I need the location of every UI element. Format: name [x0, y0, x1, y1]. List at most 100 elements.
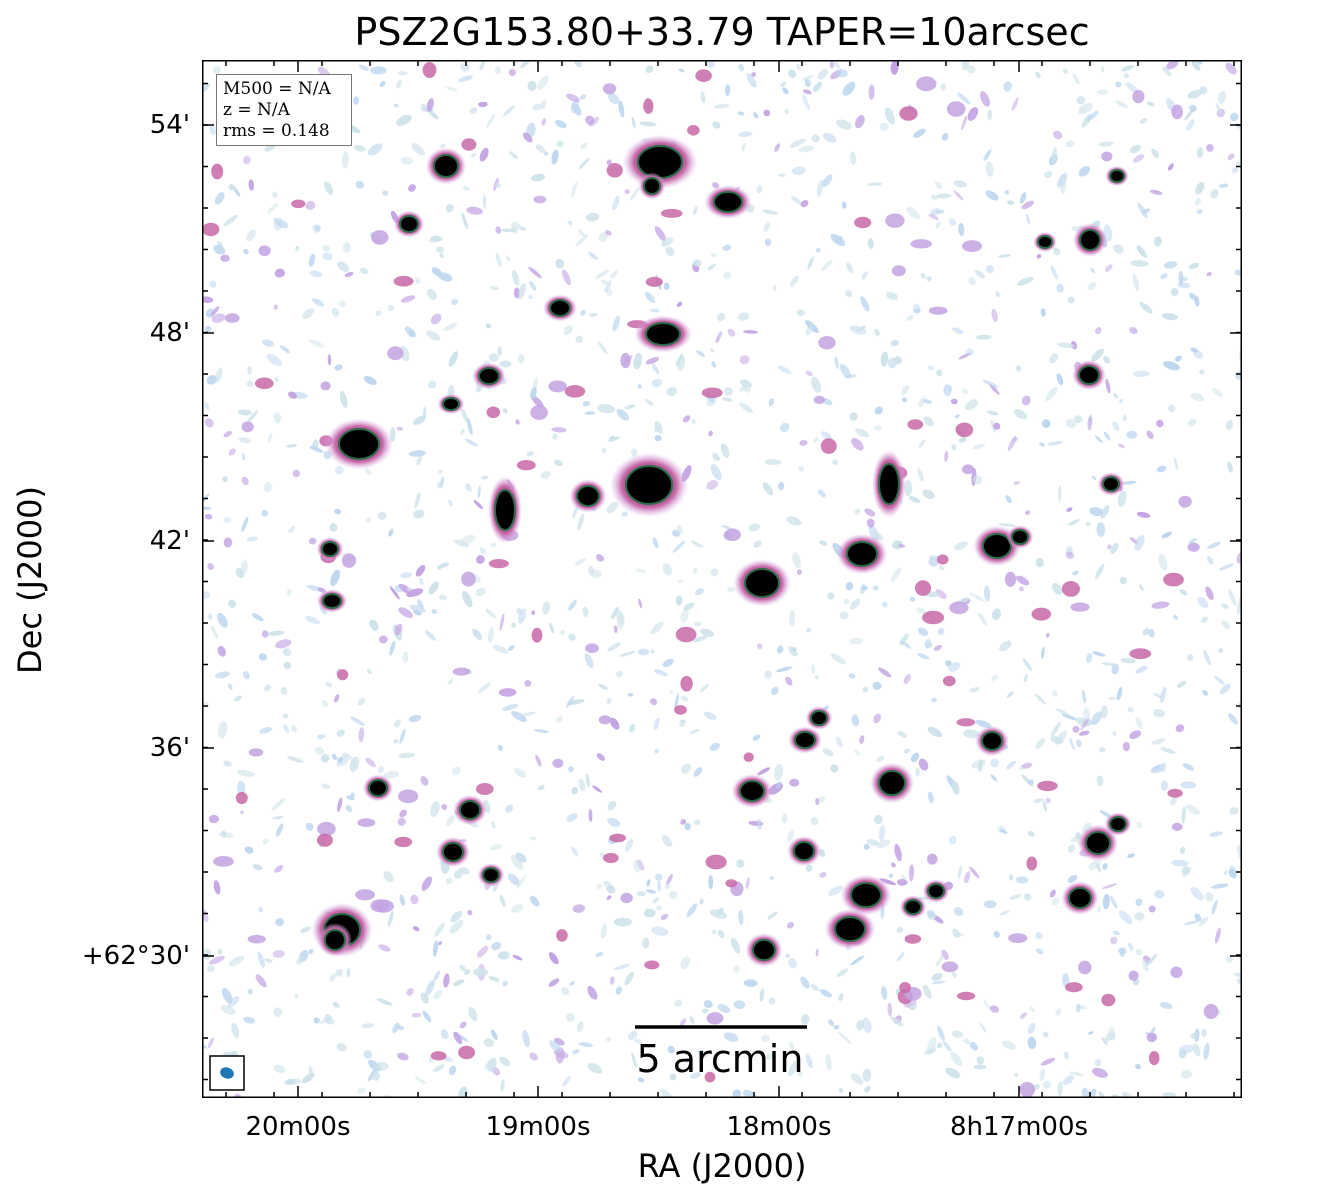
noise-blob: [886, 291, 899, 301]
noise-blob: [677, 579, 684, 583]
noise-blob: [267, 202, 279, 214]
noise-blob: [1099, 746, 1106, 753]
noise-blob: [370, 66, 387, 75]
noise-blob: [398, 752, 416, 759]
noise-blob: [1096, 89, 1108, 95]
noise-blob: [738, 909, 744, 926]
noise-blob: [655, 905, 663, 911]
noise-blob: [661, 834, 673, 847]
noise-blob: [1008, 874, 1014, 881]
noise-blob: [408, 184, 416, 192]
noise-blob: [928, 557, 939, 567]
faint-source: [422, 62, 437, 78]
rms-label: rms = 0.148: [223, 121, 330, 141]
noise-blob: [697, 1049, 708, 1058]
noise-blob: [995, 291, 1000, 297]
noise-blob: [872, 585, 879, 591]
noise-blob: [1061, 713, 1077, 721]
noise-blob: [548, 952, 559, 965]
noise-blob: [296, 956, 304, 965]
x-axis-label: RA (J2000): [637, 1147, 807, 1185]
noise-blob: [1149, 189, 1163, 195]
noise-blob: [1100, 505, 1110, 519]
noise-blob: [699, 628, 715, 637]
noise-blob: [1045, 386, 1058, 402]
noise-blob: [693, 767, 703, 777]
noise-blob: [723, 1032, 739, 1042]
noise-blob: [478, 101, 488, 108]
noise-blob: [646, 879, 651, 887]
noise-blob: [541, 118, 547, 126]
noise-blob: [1118, 443, 1125, 449]
noise-blob: [694, 588, 704, 596]
noise-blob: [584, 411, 596, 415]
noise-blob: [421, 876, 433, 891]
noise-blob: [237, 769, 256, 777]
noise-blob: [579, 94, 587, 100]
faint-source: [1203, 1003, 1219, 1020]
noise-blob: [665, 246, 675, 256]
noise-blob: [262, 339, 275, 347]
noise-blob: [856, 1020, 865, 1031]
noise-blob: [461, 408, 468, 422]
noise-blob: [770, 686, 779, 696]
noise-blob: [926, 909, 934, 918]
faint-source: [1128, 970, 1139, 981]
noise-blob: [723, 387, 733, 396]
noise-blob: [856, 325, 866, 333]
noise-blob: [461, 212, 469, 230]
radio-source: [981, 731, 1003, 751]
faint-source: [373, 899, 394, 913]
noise-blob: [684, 822, 691, 831]
noise-blob: [290, 725, 297, 733]
noise-blob: [948, 218, 957, 226]
noise-blob: [1017, 276, 1034, 286]
noise-blob: [1123, 73, 1130, 79]
noise-blob: [1029, 1005, 1035, 1013]
noise-blob: [629, 187, 640, 201]
noise-blob: [880, 351, 889, 367]
faint-source: [675, 626, 697, 643]
noise-blob: [1115, 81, 1122, 88]
noise-blob: [607, 92, 620, 105]
noise-blob: [798, 145, 815, 153]
noise-blob: [217, 612, 228, 628]
noise-blob: [466, 417, 473, 436]
noise-blob: [413, 509, 425, 519]
noise-blob: [790, 196, 802, 205]
noise-blob: [596, 752, 605, 761]
noise-blob: [520, 711, 536, 717]
radio-source: [850, 882, 882, 908]
noise-blob: [1197, 597, 1209, 608]
noise-blob: [575, 558, 586, 566]
noise-blob: [876, 839, 891, 848]
noise-blob: [693, 635, 708, 643]
faint-source: [1148, 1051, 1160, 1066]
info-box: M500 = N/A z = N/A rms = 0.148: [216, 74, 352, 146]
x-tick-label: 20m00s: [245, 1112, 351, 1142]
faint-source: [1178, 495, 1192, 508]
noise-blob: [825, 1053, 832, 1071]
noise-blob: [933, 644, 943, 651]
noise-blob: [438, 594, 447, 601]
noise-blob: [945, 660, 952, 667]
faint-source: [674, 705, 687, 715]
noise-blob: [527, 80, 537, 91]
noise-blob: [792, 646, 797, 652]
noise-blob: [600, 279, 609, 285]
noise-blob: [292, 469, 301, 478]
faint-source: [1101, 993, 1116, 1007]
noise-blob: [420, 776, 429, 786]
noise-blob: [1057, 1081, 1063, 1097]
noise-blob: [366, 669, 372, 675]
noise-blob: [400, 572, 412, 579]
noise-blob: [706, 480, 718, 490]
noise-blob: [1076, 96, 1086, 105]
noise-blob: [624, 189, 630, 195]
noise-blob: [903, 748, 910, 754]
noise-blob: [548, 978, 560, 987]
noise-blob: [1175, 724, 1185, 733]
noise-blob: [796, 309, 805, 317]
noise-blob: [605, 230, 612, 236]
noise-blob: [820, 989, 832, 998]
